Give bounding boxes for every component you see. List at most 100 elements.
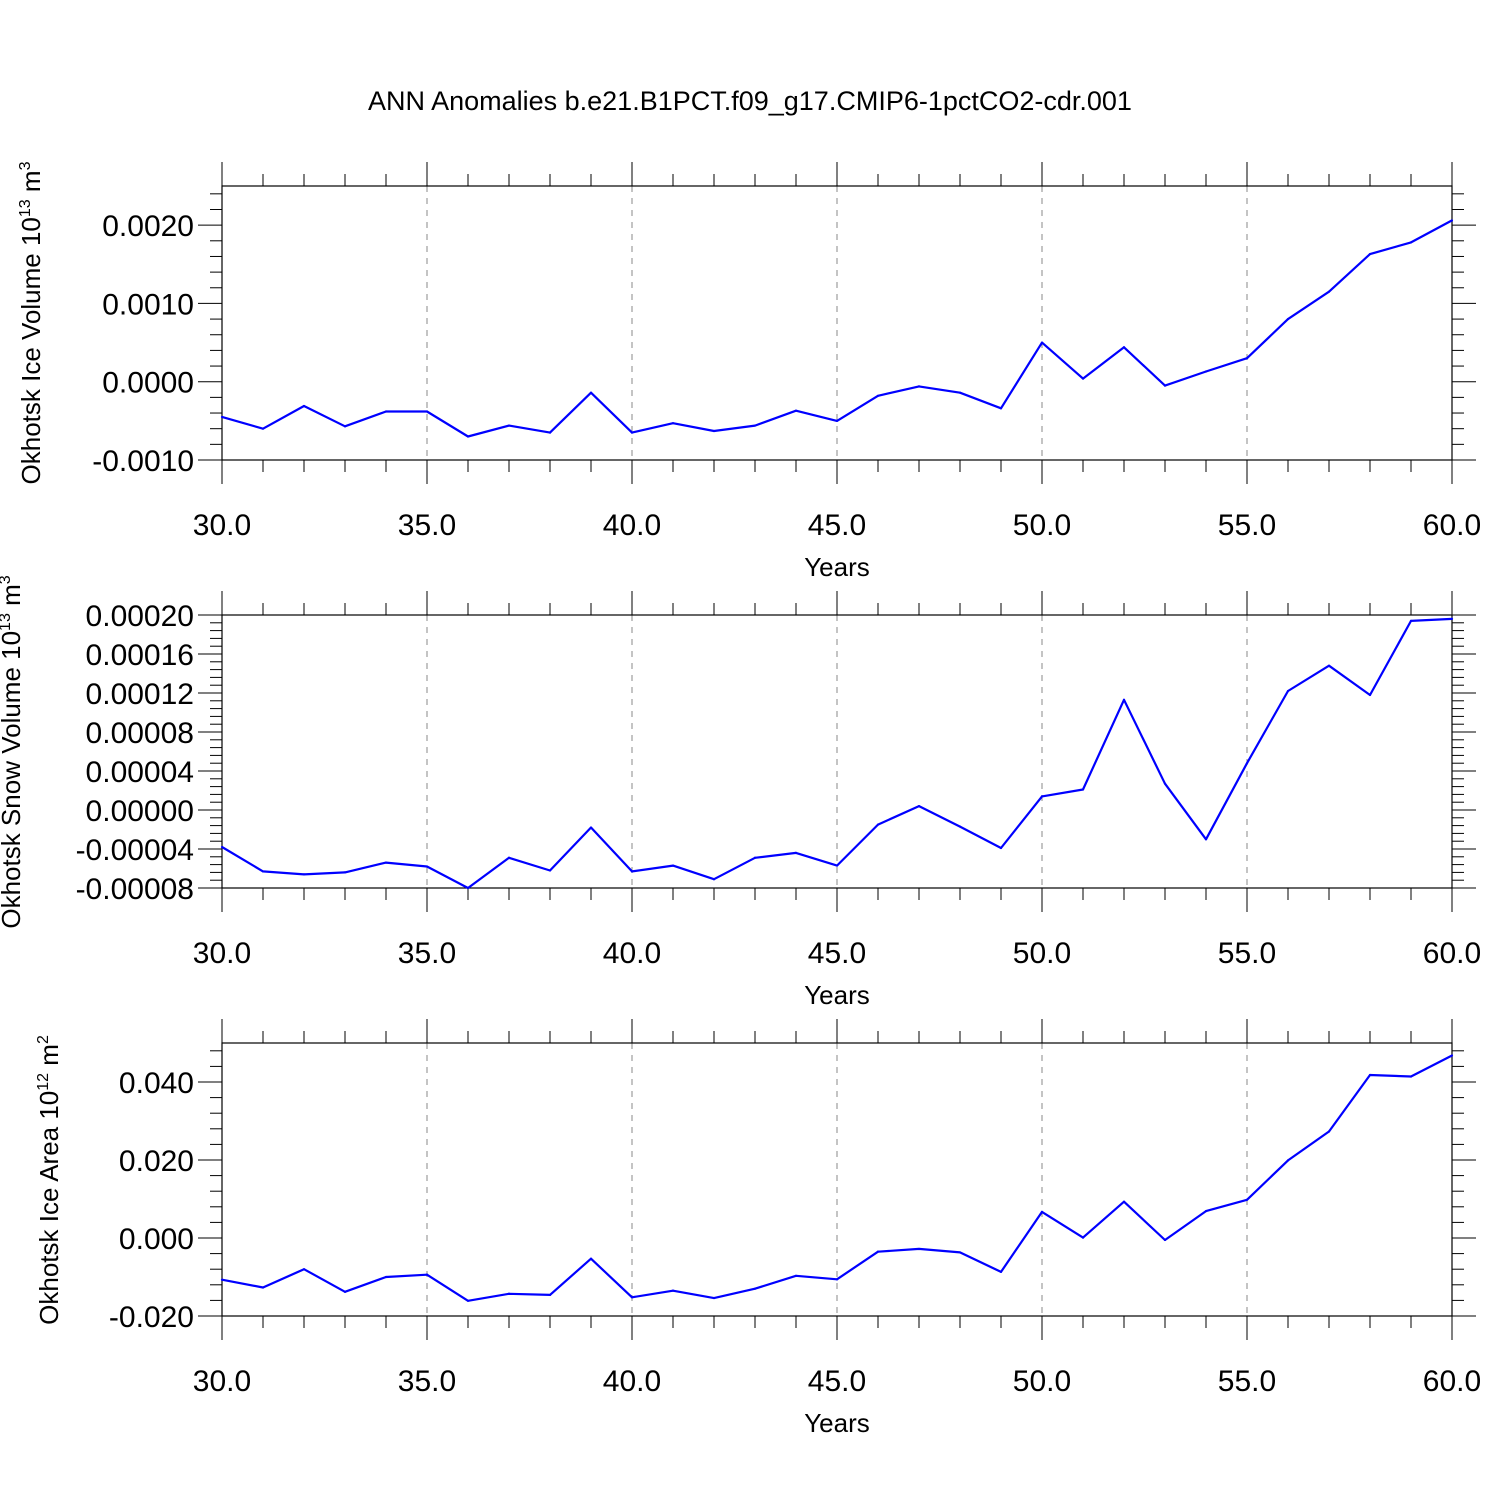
x-tick-label: 30.0 [193,937,251,970]
data-point [876,394,880,397]
x-tick-label: 40.0 [603,937,661,970]
data-point [630,870,634,873]
y-axis-title: Okhotsk Ice Volume 1013 m3 [16,161,46,484]
data-point [1204,838,1208,841]
data-point [958,825,962,828]
data-point [1081,788,1085,791]
x-tick-label: 55.0 [1218,937,1276,970]
y-tick-label: 0.00016 [86,639,194,672]
data-point [343,425,347,428]
x-tick-label: 45.0 [808,509,866,542]
data-point [466,435,470,438]
data-point [917,1247,921,1251]
data-point [343,1290,347,1293]
panel-3: 30.0 35.0 40.0 45.0 50.0 55.0 60.0 -0.020 0.000 0… [34,1019,1481,1438]
data-point [1163,782,1167,785]
data-point [466,1299,470,1302]
data-point [1040,1210,1044,1213]
data-point [1122,698,1126,701]
data-point [220,1278,224,1281]
data-point [1409,619,1413,622]
x-tick-label: 55.0 [1218,509,1276,542]
x-tick-label: 60.0 [1423,1365,1481,1398]
data-point [1040,341,1044,344]
x-tick-label: 60.0 [1423,937,1481,970]
x-tick-label: 50.0 [1013,1365,1071,1398]
y-tick-label: 0.00000 [86,795,194,828]
data-point [1327,1130,1331,1133]
x-tick-label: 60.0 [1423,509,1481,542]
data-point [507,1292,511,1295]
data-point [835,1278,839,1281]
y-tick-label: -0.020 [109,1301,194,1334]
x-tick-label: 30.0 [193,509,251,542]
data-point [917,385,921,388]
data-point [999,407,1003,410]
data-point [1327,664,1331,667]
y-tick-label: 0.020 [119,1145,194,1178]
y-tick-label: 0.00004 [86,756,194,789]
data-point [1040,795,1044,798]
y-tick-label: -0.00004 [76,834,194,867]
data-point [589,391,593,394]
y-tick-label: 0.0020 [102,210,194,243]
data-point [302,404,306,408]
data-point [1122,1200,1126,1203]
data-point [835,864,839,867]
x-tick-label: 50.0 [1013,509,1071,542]
data-point [876,823,880,826]
chart-title: ANN Anomalies b.e21.B1PCT.f09_g17.CMIP6-… [368,86,1132,116]
y-axis-title: Okhotsk Snow Volume 1013 m3 [0,575,26,928]
y-tick-label: 0.000 [119,1223,194,1256]
data-point [1163,1238,1167,1242]
data-point [712,429,716,433]
data-point [958,391,962,394]
panel-2: 30.0 35.0 40.0 45.0 50.0 55.0 60.0 -0.00008 -0.0… [0,575,1481,1010]
data-point [671,1289,675,1292]
x-tick-label: 50.0 [1013,937,1071,970]
data-point [712,1296,716,1300]
data-point [753,856,757,859]
data-point [425,410,429,413]
y-axis-title: Okhotsk Ice Area 1012 m2 [34,1035,64,1325]
data-point [548,431,552,434]
x-axis-title: Years [804,552,870,582]
data-point [1286,317,1290,321]
x-tick-label: 30.0 [193,1365,251,1398]
data-point [384,861,388,864]
y-tick-label: -0.00008 [76,873,194,906]
data-point [671,864,675,867]
data-point [1450,219,1454,222]
data-point [1163,384,1167,387]
data-point [589,1257,593,1260]
data-point [917,805,921,808]
data-point [507,424,511,427]
data-point [384,1275,388,1279]
x-tick-label: 35.0 [398,509,456,542]
panel-1: 30.0 35.0 40.0 45.0 50.0 55.0 60.0 -0.0010 0.000… [16,161,1481,582]
data-point [1122,346,1126,349]
data-point [999,1270,1003,1274]
data-point [753,1287,757,1290]
data-point [1368,693,1372,697]
data-point [958,1251,962,1254]
x-tick-label: 35.0 [398,937,456,970]
data-point [548,869,552,872]
x-tick-label: 40.0 [603,509,661,542]
data-point [425,865,429,868]
data-point [261,870,265,873]
data-point [753,424,757,427]
data-point [302,1268,306,1271]
data-point [384,410,388,413]
data-point [1409,1075,1413,1078]
data-point [1081,1236,1085,1239]
data-point [712,878,716,881]
data-point [630,431,634,434]
y-tick-label: 0.0000 [102,367,194,400]
data-point [1286,1159,1290,1162]
y-tick-label: -0.0010 [92,445,194,478]
data-point [1286,689,1290,693]
data-point [1450,1054,1454,1057]
data-point [1245,357,1249,360]
